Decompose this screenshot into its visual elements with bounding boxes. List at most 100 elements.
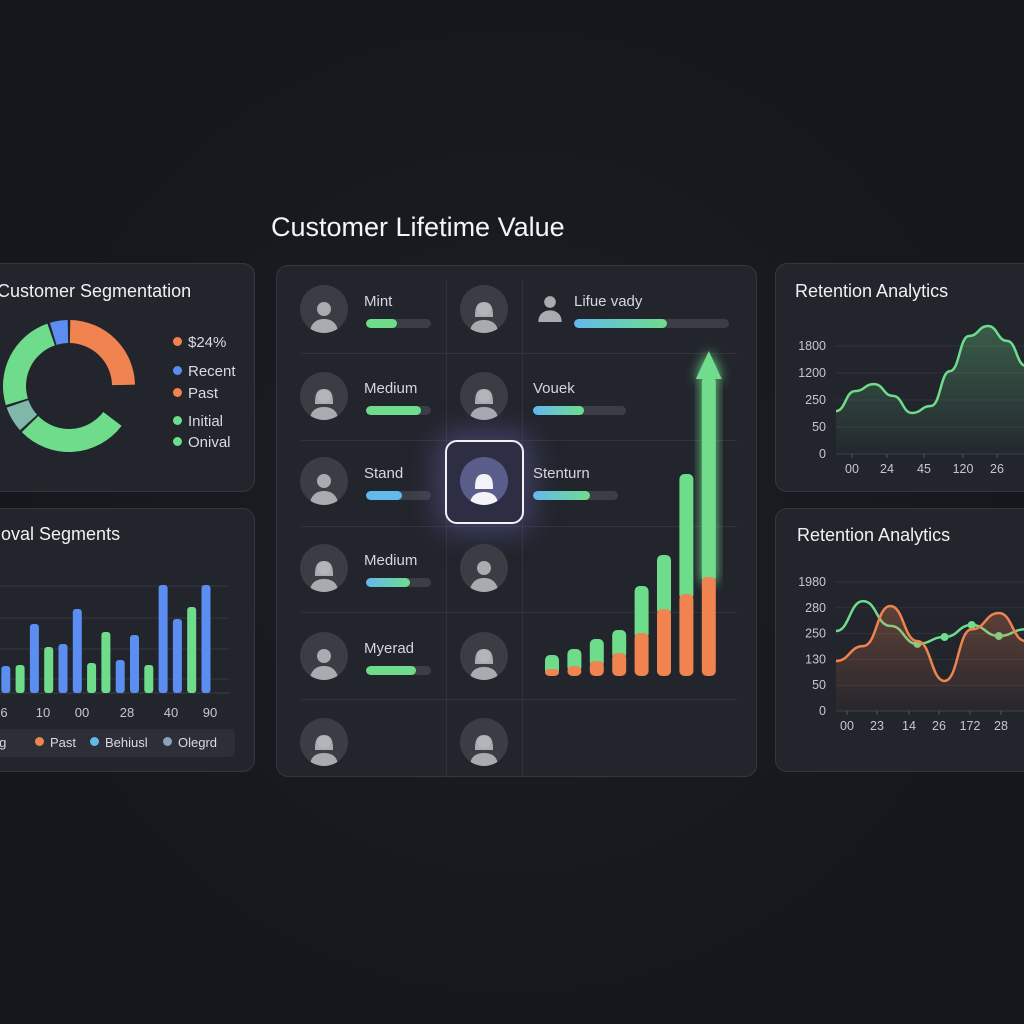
- customer-label: Medium: [364, 380, 418, 397]
- x-tick-label: 28: [994, 719, 1008, 733]
- x-tick-label: 14: [902, 719, 916, 733]
- legend-label: Olegrd: [178, 735, 218, 750]
- legend-label: Recent: [188, 363, 236, 380]
- legend-dot: [173, 366, 182, 375]
- bar-segment-green: [612, 630, 627, 659]
- legend-dot: [35, 737, 44, 746]
- bar-segment-orange: [634, 633, 649, 676]
- bar: [1, 666, 11, 693]
- bar-segment-green: [589, 639, 604, 667]
- value-bar-fill: [366, 491, 402, 500]
- bar: [187, 607, 197, 693]
- legend-dot: [90, 737, 99, 746]
- bar-segment-orange: [612, 653, 627, 676]
- legend-item: Recent: [173, 363, 236, 380]
- value-bar: [366, 491, 431, 500]
- legend-label: Initial: [188, 413, 224, 430]
- customer-segmentation-panel: Customer Segmentation $24% Recent Past Init…: [0, 263, 255, 492]
- avatar-female[interactable]: [460, 285, 508, 333]
- bar: [158, 585, 168, 693]
- bar-segment-orange: [589, 661, 604, 676]
- value-bar: [574, 319, 729, 328]
- retention-analytics-panel: Retention Analytics 0 50 250 1200 1800 00 24 45…: [775, 263, 1024, 492]
- grid-divider: [301, 699, 737, 700]
- segment-label: Stenturn: [533, 465, 590, 482]
- x-tick-label: 6: [0, 705, 7, 720]
- x-tick-label: 00: [840, 719, 854, 733]
- legend-item: Olegrd: [163, 735, 217, 750]
- bar: [172, 619, 182, 693]
- page-title: Customer Lifetime Value: [271, 212, 565, 242]
- panel-title: Retention Analytics: [795, 281, 949, 301]
- retention-analytics-panel-2: Retention Analytics 0 50 130 250 280 1980 00 23…: [775, 508, 1024, 772]
- trend-arrow-icon: [695, 351, 722, 379]
- customer-lifetime-value-panel: Mint Lifue vady Medium Vouek Stand Stenturn Me…: [276, 265, 757, 777]
- legend-dot: [173, 388, 182, 397]
- value-bar: [366, 666, 431, 675]
- x-tick-label: 28: [120, 705, 134, 720]
- bar-segment-green: [657, 555, 671, 615]
- grid-divider: [301, 353, 737, 354]
- y-tick-label: 1800: [798, 339, 826, 353]
- y-tick-label: 0: [819, 447, 826, 461]
- bar-segment-orange: [679, 594, 694, 676]
- segment-label: Vouek: [533, 380, 575, 397]
- legend-item: ing: [0, 735, 6, 750]
- legend-dot: [173, 437, 182, 446]
- x-tick-label: 24: [880, 462, 894, 476]
- y-tick-label: 0: [819, 704, 826, 718]
- x-tick-label: 00: [75, 705, 89, 720]
- legend-label: Past: [188, 385, 219, 402]
- value-bar-fill: [533, 491, 590, 500]
- value-bar-fill: [366, 578, 411, 587]
- segments-bar-chart: 6 10 00 28 40 90: [0, 585, 229, 720]
- retention-line-chart: 0 50 130 250 280 1980 00 23 14 26 172 28: [798, 575, 1024, 733]
- legend-item: Behiusl: [90, 735, 148, 750]
- y-tick-label: 50: [812, 420, 826, 434]
- y-tick-label: 250: [805, 393, 826, 407]
- avatar-female[interactable]: [300, 544, 348, 592]
- avatar-male[interactable]: [300, 632, 348, 680]
- bar: [44, 647, 54, 693]
- value-bar: [533, 406, 626, 415]
- avatar-male-small[interactable]: [535, 289, 565, 325]
- x-tick-label: 172: [960, 719, 981, 733]
- avatar-female[interactable]: [460, 632, 508, 680]
- bar-segment-green: [679, 474, 694, 600]
- bar: [15, 665, 25, 693]
- avatar-female[interactable]: [460, 718, 508, 766]
- bar: [58, 644, 68, 693]
- y-tick-label: 250: [805, 627, 826, 641]
- donut-slice: [21, 411, 122, 452]
- legend-item: $24%: [173, 334, 226, 351]
- avatar-male[interactable]: [300, 285, 348, 333]
- bar: [29, 624, 39, 693]
- avatar-male[interactable]: [300, 457, 348, 505]
- legend-label: Onival: [188, 434, 231, 451]
- stacked-growth-chart: [545, 351, 722, 676]
- legend-item: Initial: [173, 413, 223, 430]
- data-point: [967, 621, 976, 629]
- x-tick-label: 40: [164, 705, 178, 720]
- grid-divider: [301, 440, 737, 441]
- value-bar: [366, 406, 431, 415]
- y-tick-label: 1980: [798, 575, 826, 589]
- avatar-female[interactable]: [460, 372, 508, 420]
- value-bar-fill: [574, 319, 667, 328]
- value-bar: [366, 578, 431, 587]
- value-bar-fill: [366, 406, 422, 415]
- donut-slice: [3, 323, 55, 406]
- segments-panel: oval Segments 6 10 00 28 40 90 ing Past Behiusl…: [0, 508, 255, 772]
- customer-label: Mint: [364, 293, 393, 310]
- bar: [144, 665, 154, 693]
- avatar-female[interactable]: [300, 718, 348, 766]
- bar: [101, 632, 111, 693]
- avatar-selected[interactable]: [460, 457, 508, 505]
- grid-divider: [522, 280, 523, 776]
- avatar-female[interactable]: [300, 372, 348, 420]
- avatar-male[interactable]: [460, 544, 508, 592]
- bar: [130, 635, 139, 693]
- bar-segment-green: [634, 586, 649, 639]
- donut-slice: [49, 320, 69, 345]
- retention-area-chart: 0 50 250 1200 1800 00 24 45 120 26: [798, 324, 1024, 476]
